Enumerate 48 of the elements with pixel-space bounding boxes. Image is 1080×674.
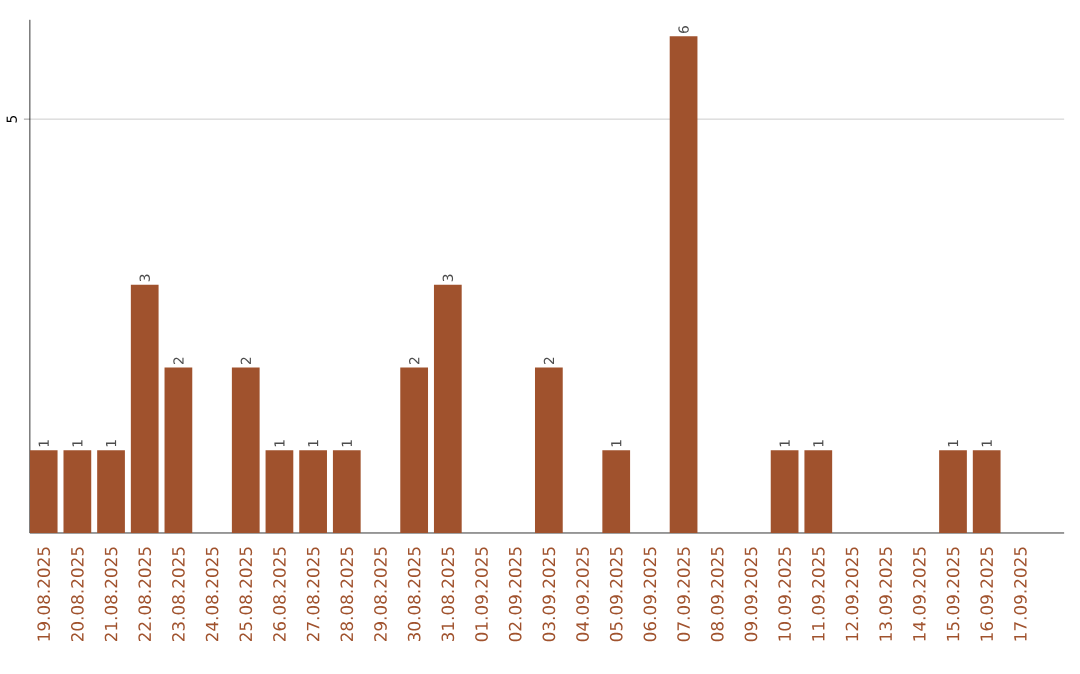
x-tick-label: 08.09.2025 bbox=[710, 547, 724, 642]
x-tick-label: 03.09.2025 bbox=[542, 547, 556, 642]
x-tick-label: 05.09.2025 bbox=[609, 547, 623, 642]
bar bbox=[400, 367, 429, 534]
x-tick-label: 13.09.2025 bbox=[879, 547, 893, 641]
bar bbox=[534, 367, 563, 534]
bar bbox=[265, 450, 294, 534]
bar bbox=[602, 450, 631, 534]
bar bbox=[130, 284, 159, 534]
x-tick-label: 01.09.2025 bbox=[475, 547, 488, 642]
x-tick-label: 09.09.2025 bbox=[744, 547, 758, 642]
x-tick-label: 20.08.2025 bbox=[71, 547, 84, 642]
bar bbox=[332, 450, 361, 534]
x-tick-label: 24.08.2025 bbox=[205, 547, 219, 642]
bar bbox=[770, 450, 799, 534]
bar bbox=[939, 450, 967, 534]
x-tick-label: 17.09.2025 bbox=[1014, 547, 1027, 641]
bar bbox=[97, 450, 125, 534]
x-tick-label: 25.08.2025 bbox=[239, 547, 253, 642]
x-tick-label: 06.09.2025 bbox=[643, 547, 657, 642]
x-tick-label: 10.09.2025 bbox=[778, 547, 791, 641]
bar bbox=[299, 450, 327, 534]
x-tick-label: 12.09.2025 bbox=[845, 547, 859, 641]
x-tick-label: 16.09.2025 bbox=[980, 547, 994, 641]
bar bbox=[804, 450, 833, 534]
bar bbox=[231, 367, 260, 534]
x-tick-label: 31.08.2025 bbox=[441, 547, 455, 642]
x-tick-label: 11.09.2025 bbox=[811, 547, 825, 641]
x-tick-label: 19.08.2025 bbox=[37, 547, 51, 641]
x-tick-label: 14.09.2025 bbox=[912, 547, 926, 641]
x-tick-label: 27.08.2025 bbox=[306, 547, 320, 642]
bar bbox=[433, 284, 462, 534]
bar bbox=[972, 450, 1001, 534]
x-tick-label: 21.08.2025 bbox=[104, 547, 118, 642]
x-tick-label: 22.08.2025 bbox=[138, 547, 152, 642]
bar bbox=[164, 367, 193, 534]
bar bbox=[63, 450, 92, 534]
x-tick-label: 28.08.2025 bbox=[340, 547, 354, 642]
bar bbox=[669, 36, 698, 534]
x-tick-label: 15.09.2025 bbox=[946, 547, 960, 641]
x-tick-label: 04.09.2025 bbox=[576, 547, 589, 642]
x-tick-label: 29.08.2025 bbox=[374, 547, 387, 642]
x-tick-label: 07.09.2025 bbox=[677, 547, 690, 642]
x-tick-label: 02.09.2025 bbox=[508, 547, 522, 642]
bar bbox=[29, 450, 58, 534]
x-tick-label: 30.08.2025 bbox=[407, 547, 421, 642]
x-tick-label: 23.08.2025 bbox=[172, 547, 185, 642]
x-tick-label: 26.08.2025 bbox=[273, 547, 286, 642]
